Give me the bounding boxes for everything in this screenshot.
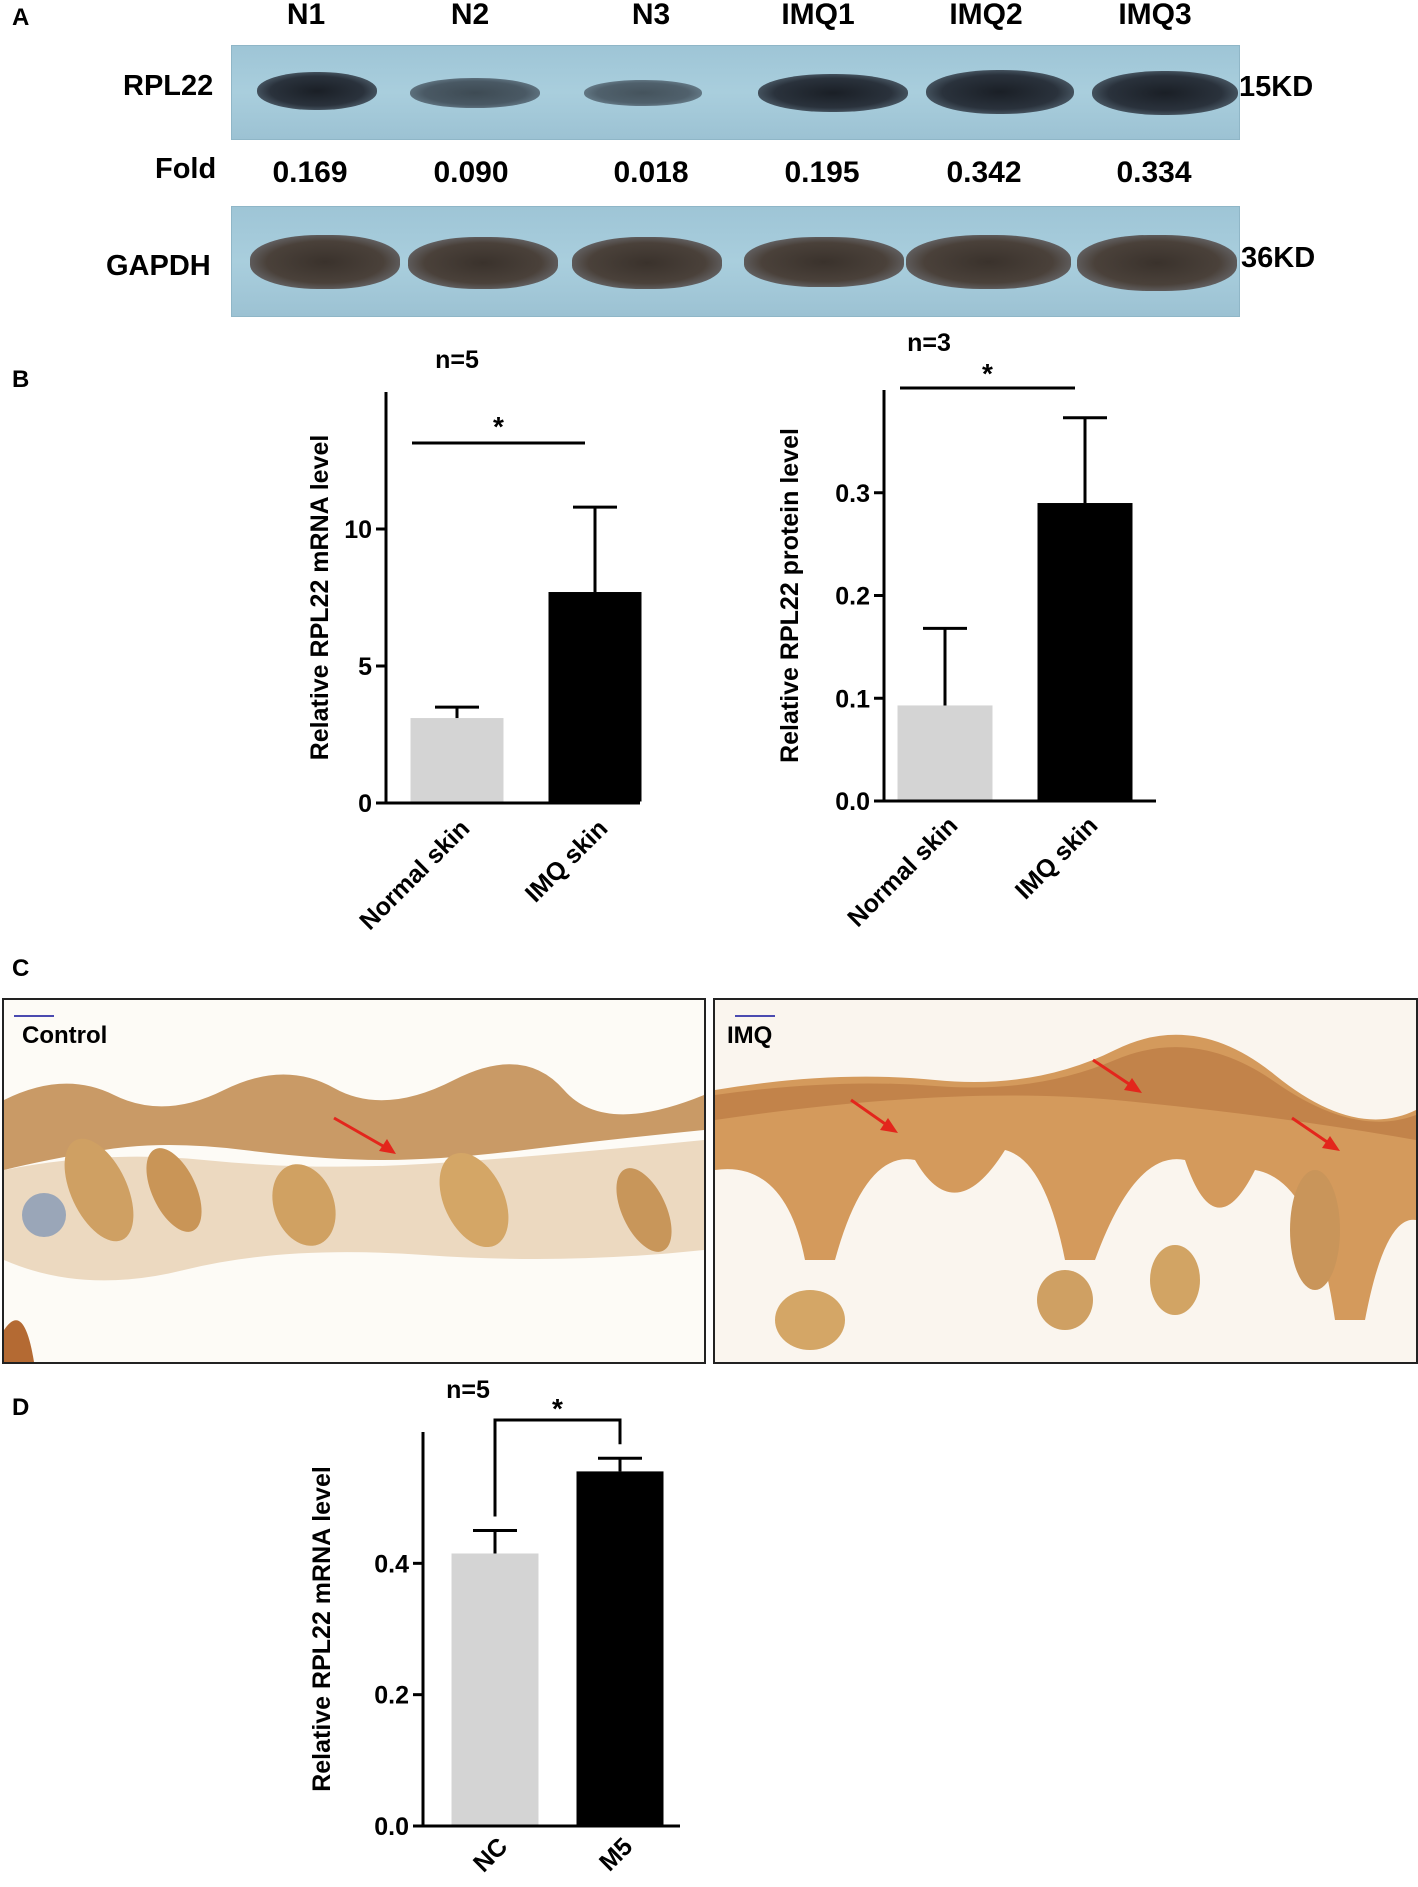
gapdh-band-imq1	[744, 237, 904, 287]
y-tick-label: 0.1	[835, 685, 870, 713]
y-tick-label: 0	[358, 790, 372, 818]
panel-letter-a: A	[12, 4, 30, 31]
rpl22-row-label: RPL22	[123, 70, 214, 102]
chart-protein-skin: n=3 0.0 0.1 0.2 0.3 Relative RPL22 protein l…	[776, 329, 1156, 932]
y-axis-label: Relative RPL22 mRNA level	[308, 1466, 336, 1792]
category-label: M5	[594, 1832, 638, 1876]
histology-control-drawing	[4, 1000, 704, 1362]
y-tick-label: 10	[344, 516, 372, 544]
chart-mrna-nc-m5: n=5 0.0 0.2 0.4 Relative RPL22 mRNA level NC…	[308, 1376, 680, 1878]
rpl22-band-imq3	[1092, 71, 1238, 115]
panel-letter-d: D	[12, 1394, 30, 1421]
gapdh-band-imq3	[1077, 235, 1237, 291]
gapdh-row-label: GAPDH	[106, 250, 211, 282]
fold-value-n3: 0.018	[613, 156, 689, 189]
control-label: Control	[22, 1022, 108, 1049]
gapdh-band-n3	[572, 237, 722, 289]
significance-bracket	[493, 1418, 622, 1517]
lane-label-imq2: IMQ2	[949, 0, 1023, 31]
rpl22-band-imq2	[926, 70, 1074, 114]
significance-star: *	[552, 1393, 563, 1424]
panel-letter-b: B	[12, 366, 30, 393]
lane-label-imq1: IMQ1	[781, 0, 855, 31]
fold-value-n1: 0.169	[272, 156, 348, 189]
rpl22-band-n3	[584, 80, 702, 106]
y-tick-label: 0.0	[835, 788, 870, 816]
fold-value-imq3: 0.334	[1116, 156, 1192, 189]
lane-label-n3: N3	[631, 0, 671, 31]
y-tick-label: 0.3	[835, 480, 870, 508]
category-label: NC	[468, 1832, 513, 1877]
category-label: IMQ skin	[1010, 811, 1103, 904]
rpl22-kd-label: 15KD	[1239, 71, 1314, 103]
gapdh-band-imq2	[906, 235, 1071, 289]
significance-star: *	[982, 358, 993, 389]
y-tick-label: 0.2	[374, 1682, 409, 1710]
bar	[410, 718, 504, 802]
rpl22-band-n1	[257, 72, 377, 110]
lane-label-imq3: IMQ3	[1118, 0, 1192, 31]
gapdh-kd-label: 36KD	[1241, 242, 1316, 274]
rpl22-band-n2	[410, 78, 540, 108]
y-tick-label: 5	[358, 653, 372, 681]
category-label: Normal skin	[354, 814, 475, 935]
bar	[576, 1471, 664, 1825]
fold-row-label: Fold	[155, 153, 217, 185]
category-label: Normal skin	[842, 811, 963, 932]
n-label: n=3	[907, 329, 951, 357]
bar	[451, 1553, 539, 1825]
plot: 0.0 0.1 0.2 0.3 Relative RPL22 protein level…	[776, 358, 1156, 932]
y-tick-label: 0.0	[374, 1813, 409, 1841]
histology-imq-drawing	[715, 1000, 1416, 1362]
lane-label-n1: N1	[286, 0, 326, 31]
gapdh-band-n2	[408, 237, 558, 289]
n-label: n=5	[435, 346, 479, 374]
chart-mrna-skin: n=5 0 5 10 Relative RPL22 mRNA level Normal …	[306, 346, 642, 935]
n-label: n=5	[446, 1376, 490, 1404]
y-tick-label: 0.2	[835, 583, 870, 611]
fold-value-imq1: 0.195	[784, 156, 860, 189]
plot: 0.0 0.2 0.4 Relative RPL22 mRNA level NC M5 *	[308, 1393, 680, 1878]
y-tick-label: 0.4	[374, 1550, 409, 1578]
y-axis-label: Relative RPL22 protein level	[776, 428, 804, 763]
bar	[548, 592, 642, 802]
gapdh-blot-strip	[231, 206, 1240, 317]
fold-value-imq2: 0.342	[946, 156, 1022, 189]
histology-imq-image: IMQ	[713, 998, 1418, 1364]
rpl22-band-imq1	[758, 74, 908, 112]
plot: 0 5 10 Relative RPL22 mRNA level Normal skin…	[306, 392, 642, 935]
bar	[1037, 503, 1133, 800]
bar	[897, 705, 993, 800]
fold-value-n2: 0.090	[433, 156, 509, 189]
gapdh-band-n1	[250, 235, 400, 289]
histology-control-image: Control	[2, 998, 706, 1364]
rpl22-blot-strip	[231, 45, 1240, 140]
lane-label-n2: N2	[450, 0, 490, 31]
panel-letter-c: C	[12, 955, 30, 982]
category-label: IMQ skin	[520, 814, 613, 907]
y-axis-label: Relative RPL22 mRNA level	[306, 435, 334, 761]
imq-label: IMQ	[727, 1022, 773, 1049]
significance-star: *	[493, 411, 504, 442]
